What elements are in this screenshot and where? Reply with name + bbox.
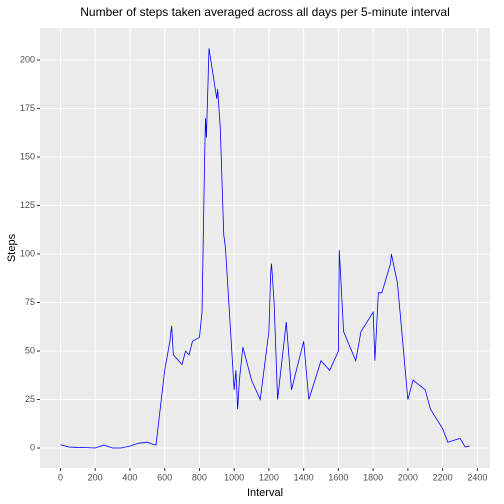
x-tick-label: 2000 <box>398 472 418 482</box>
y-tick-label: 175 <box>20 103 35 113</box>
y-tick-label: 25 <box>25 394 35 404</box>
x-tick-label: 1200 <box>259 472 279 482</box>
line <box>60 48 470 449</box>
y-tick-label: 100 <box>20 248 35 258</box>
x-axis-label: Interval <box>247 487 283 499</box>
x-tick-label: 400 <box>122 472 137 482</box>
x-tick-label: 2200 <box>433 472 453 482</box>
x-tick-label: 1000 <box>224 472 244 482</box>
x-tick-label: 0 <box>58 472 63 482</box>
y-tick-label: 75 <box>25 297 35 307</box>
x-tick-label: 200 <box>88 472 103 482</box>
chart-title: Number of steps taken averaged across al… <box>80 5 450 19</box>
x-tick-label: 600 <box>157 472 172 482</box>
x-tick-label: 2400 <box>467 472 487 482</box>
y-axis-label: Steps <box>6 233 18 262</box>
y-tick-label: 200 <box>20 54 35 64</box>
y-tick-label: 125 <box>20 200 35 210</box>
y-tick-label: 150 <box>20 151 35 161</box>
y-tick-label: 0 <box>30 442 35 452</box>
x-tick-label: 1800 <box>363 472 383 482</box>
panel <box>40 28 490 468</box>
x-tick-label: 1400 <box>294 472 314 482</box>
x-tick-label: 1600 <box>328 472 348 482</box>
y-tick-label: 50 <box>25 345 35 355</box>
x-tick-label: 800 <box>192 472 207 482</box>
